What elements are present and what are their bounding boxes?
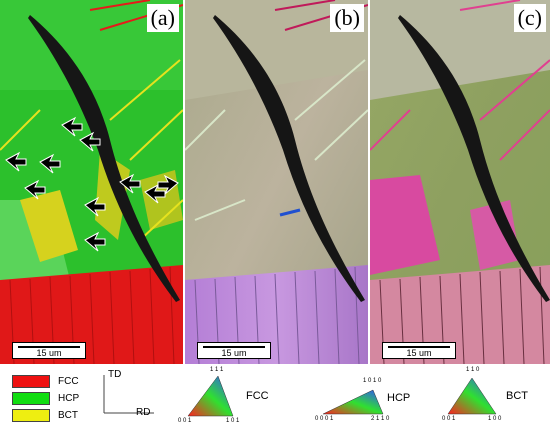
ipf-map-image bbox=[185, 0, 368, 364]
ipf-map-image bbox=[370, 0, 550, 364]
ipf-name: BCT bbox=[506, 390, 528, 402]
sample-axes: TD RD bbox=[98, 369, 158, 421]
scale-bar: 15 um bbox=[12, 342, 86, 359]
td-label: TD bbox=[108, 369, 122, 380]
panel-a-phase-map: (a) 15 um bbox=[0, 0, 183, 364]
legend-item-hcp: HCP bbox=[12, 390, 79, 407]
ipf-triangle-icon bbox=[447, 377, 497, 415]
axes-icon bbox=[103, 375, 154, 414]
ipf-key-bct: 1 1 0 0 0 1 1 0 0 BCT bbox=[442, 366, 542, 426]
phase-map-image bbox=[0, 0, 183, 364]
ipf-key-hcp: 1 0 1 0 0 0 0 1 2 1 1 0 HCP bbox=[315, 366, 415, 426]
panel-c-ipf-map: (c) 15 um bbox=[370, 0, 550, 364]
legend-item-bct: BCT bbox=[12, 407, 79, 424]
panel-label: (c) bbox=[513, 4, 546, 32]
ipf-triangle-icon bbox=[322, 389, 384, 415]
panel-label: (a) bbox=[146, 4, 179, 32]
scale-bar: 15 um bbox=[197, 342, 271, 359]
panel-b-ipf-map: (b) 15 um bbox=[185, 0, 368, 364]
scale-bar: 15 um bbox=[382, 342, 456, 359]
ipf-name: FCC bbox=[246, 390, 269, 402]
panel-label: (b) bbox=[330, 4, 364, 32]
legend-item-fcc: FCC bbox=[12, 373, 79, 390]
ipf-name: HCP bbox=[387, 392, 411, 404]
phase-legend: FCC HCP BCT bbox=[12, 373, 79, 424]
ipf-triangle-icon bbox=[187, 375, 234, 417]
rd-label: RD bbox=[136, 407, 151, 418]
ipf-key-fcc: 1 1 1 0 0 1 1 0 1 FCC bbox=[178, 366, 278, 426]
